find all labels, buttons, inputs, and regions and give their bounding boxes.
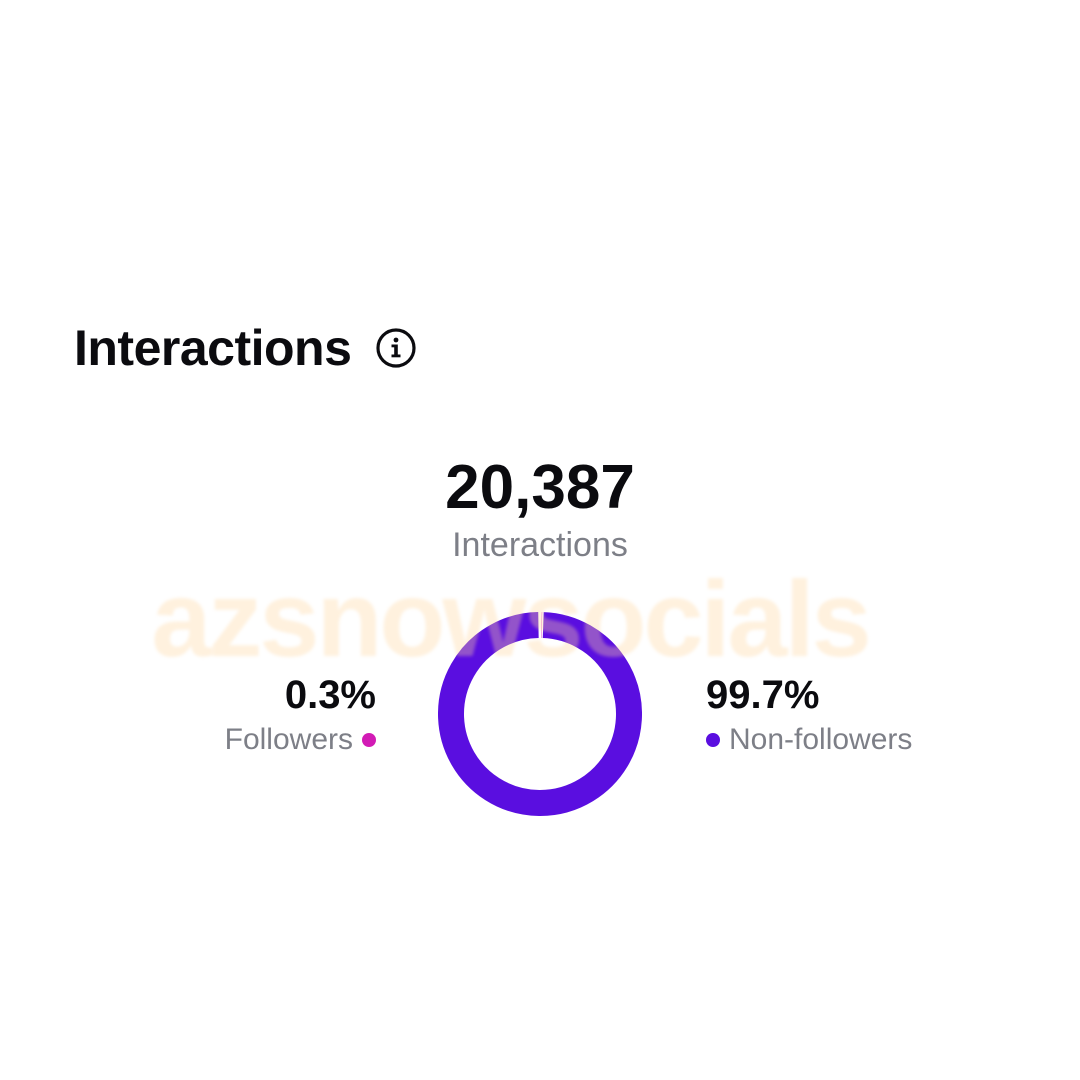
followers-dot <box>362 733 376 747</box>
total-interactions-value: 20,387 <box>445 453 635 522</box>
info-icon[interactable] <box>375 327 417 369</box>
non-followers-label-row: Non-followers <box>706 718 912 762</box>
section-header: Interactions <box>74 318 417 378</box>
non-followers-percentage: 99.7% <box>706 673 820 717</box>
followers-label-row: Followers <box>225 718 376 762</box>
total-interactions-label: Interactions <box>452 526 628 564</box>
followers-label: Followers <box>224 723 353 756</box>
non-followers-label: Non-followers <box>729 723 913 756</box>
donut-chart <box>438 612 642 816</box>
donut-slice-non-followers <box>438 612 642 816</box>
legend-followers: 0.3% Followers <box>225 672 376 762</box>
section-title: Interactions <box>74 320 352 376</box>
donut-slices <box>438 612 642 816</box>
followers-percentage: 0.3% <box>284 673 376 717</box>
legend-non-followers: 99.7% Non-followers <box>706 672 912 762</box>
non-followers-dot <box>706 733 720 747</box>
